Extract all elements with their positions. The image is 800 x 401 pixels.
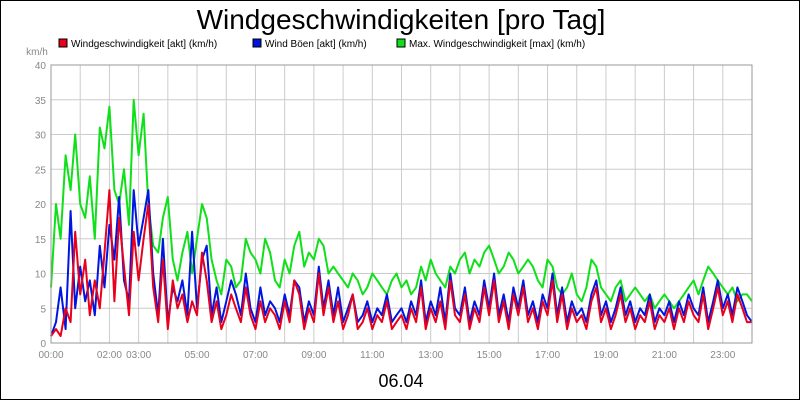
x-tick-label: 07:00 [243,350,268,361]
y-tick-label: 15 [35,235,47,246]
y-tick-label: 30 [35,131,47,142]
chart-title: Windgeschwindigkeiten [pro Tag] [197,4,606,35]
plot-border [50,64,753,344]
legend-label-gusts: Wind Böen [akt] (km/h) [265,39,367,50]
x-tick-label: 02:00 [97,350,122,361]
x-tick-label: 09:00 [301,350,326,361]
legend-swatch-speed [58,38,68,48]
legend-label-max: Max. Windgeschwindigkeit [max] (km/h) [409,39,585,50]
x-tick-label: 00:00 [38,350,63,361]
y-tick-label: 5 [40,304,46,315]
x-tick-label: 17:00 [535,350,560,361]
series-line-max [50,98,753,310]
x-tick-label: 19:00 [593,350,618,361]
legend: Windgeschwindigkeit [akt] (km/h) Wind Bö… [58,38,585,50]
series-line-speed [50,189,752,338]
y-tick-label: 35 [35,96,47,107]
x-tick-label: 23:00 [710,350,735,361]
y-tick-label: 25 [35,165,47,176]
series-lines [50,98,753,338]
x-tick-label: 13:00 [418,350,443,361]
y-tick-label: 10 [35,270,47,281]
x-tick-label: 11:00 [360,350,385,361]
y-axis-ticks: 0 5 10 15 20 25 30 35 40 [35,61,47,350]
x-tick-label: 15:00 [477,350,502,361]
x-tick-label: 03:00 [126,350,151,361]
y-tick-label: 20 [35,200,47,211]
y-unit-label: km/h [26,47,48,58]
x-tick-label: 21:00 [652,350,677,361]
legend-swatch-gusts [252,38,262,48]
legend-label-speed: Windgeschwindigkeit [akt] (km/h) [71,39,217,50]
y-tick-label: 0 [40,339,46,350]
x-tick-label: 05:00 [185,350,210,361]
legend-swatch-max [396,38,406,48]
y-tick-label: 40 [35,61,47,72]
x-axis-date-label: 06.04 [378,371,423,391]
x-axis-ticks: 00:00 02:00 03:00 05:00 07:00 09:00 11:00 13:00… [38,350,735,361]
